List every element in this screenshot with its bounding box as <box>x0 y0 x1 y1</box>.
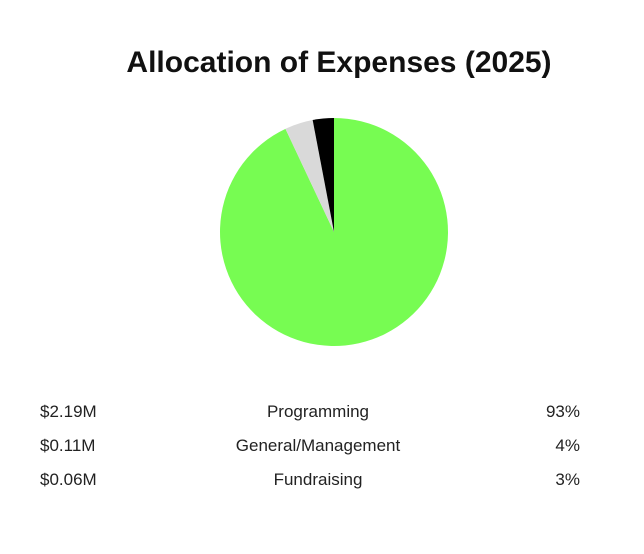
pie-slice-fundraising <box>312 118 334 232</box>
legend-table: $2.19M Programming 93% $0.11M General/Ma… <box>0 396 644 498</box>
legend-amount-fundraising: $0.06M <box>40 470 97 489</box>
legend-row-general-management: $0.11M General/Management 4% <box>0 430 644 464</box>
legend-amount-programming: $2.19M <box>40 402 97 421</box>
legend-row-fundraising: $0.06M Fundraising 3% <box>0 464 644 498</box>
legend-label-general-management: General/Management <box>235 436 401 455</box>
legend-percent-programming: 93% <box>545 402 580 421</box>
legend-label-programming: Programming <box>266 402 370 421</box>
legend-percent-general-management: 4% <box>555 436 580 455</box>
legend-label-fundraising: Fundraising <box>273 470 363 489</box>
legend-amount-general-management: $0.11M <box>40 436 96 455</box>
pie-chart <box>218 116 450 348</box>
pie-slice-general-management <box>285 120 334 232</box>
pie-slice-programming <box>219 118 448 346</box>
chart-title: Allocation of Expenses (2025) <box>126 46 552 79</box>
legend-row-programming: $2.19M Programming 93% <box>0 396 644 430</box>
pie-chart-svg <box>219 118 448 346</box>
legend-percent-fundraising: 3% <box>555 470 580 489</box>
